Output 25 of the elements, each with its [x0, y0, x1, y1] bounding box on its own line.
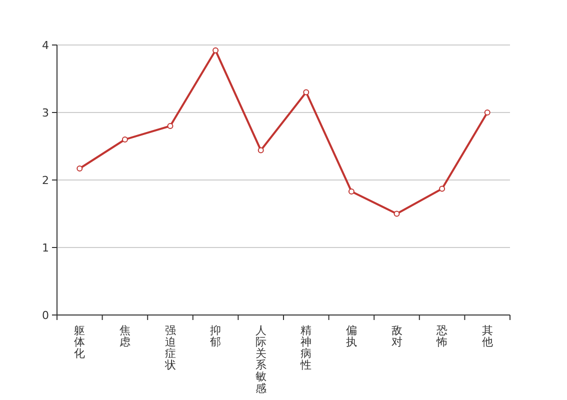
x-tick-label: 精神病性 [300, 324, 312, 372]
x-tick-label: 强迫症状 [164, 324, 176, 372]
point [303, 89, 310, 96]
x-tick-label: 恐怖 [436, 324, 448, 349]
point [258, 147, 264, 154]
y-tick-label: 2 [42, 174, 49, 187]
point [394, 210, 400, 217]
x-tick-label: 躯体化 [74, 324, 86, 360]
y-tick-label: 4 [42, 38, 49, 52]
y-tick-label: 0 [42, 308, 49, 322]
point [484, 110, 490, 116]
x-tick-label: 人际关系敏感 [255, 324, 266, 395]
point [212, 47, 219, 54]
point [122, 136, 128, 142]
x-tick-label: 敌对 [391, 324, 402, 349]
point [348, 188, 354, 194]
x-tick-label: 抑郁 [210, 324, 222, 349]
x-tick-label: 偏执 [346, 324, 357, 349]
x-tick-label: 焦虑 [119, 324, 130, 349]
y-tick-label: 1 [42, 241, 49, 254]
point [439, 186, 446, 192]
x-tick-label: 其他 [482, 324, 493, 349]
point [76, 166, 83, 172]
y-tick-label: 3 [42, 106, 49, 120]
point [167, 123, 174, 129]
